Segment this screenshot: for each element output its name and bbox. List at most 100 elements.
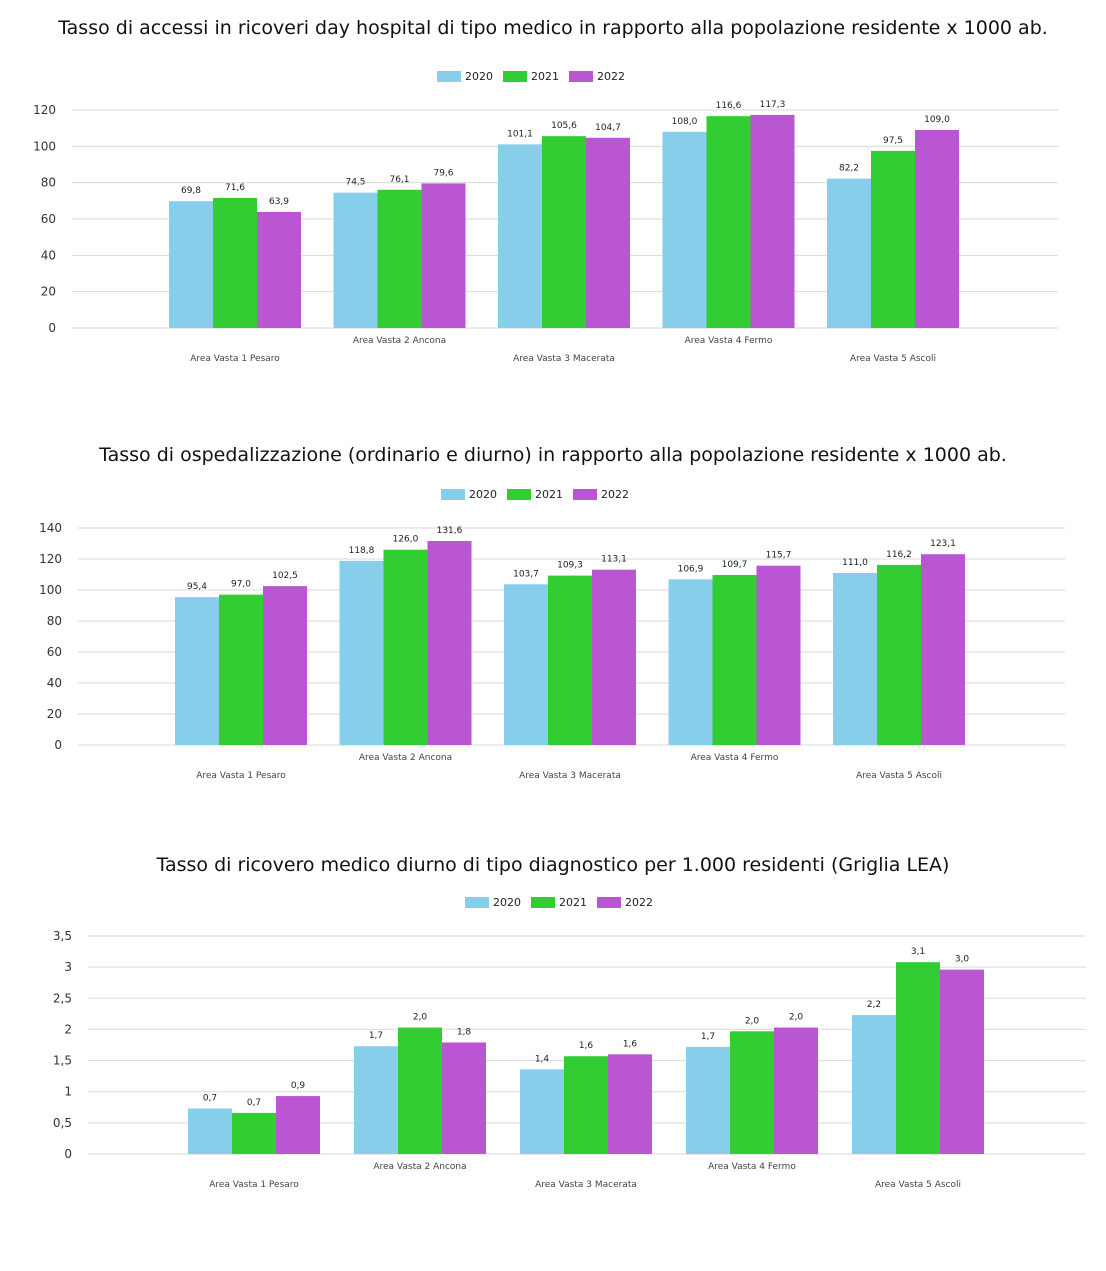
x-tick-label: Area Vasta 2 Ancona [359,753,452,763]
y-tick-label: 140 [39,521,62,535]
bar-2022 [756,565,801,745]
data-label: 103,7 [513,569,539,579]
y-tick-label: 80 [41,176,56,190]
bar-2022 [276,1096,320,1154]
data-label: 0,7 [247,1098,261,1108]
bar-2021 [548,575,592,745]
legend-label-2022: 2022 [625,896,653,909]
legend-label-2021: 2021 [559,896,587,909]
bar-2020 [333,192,378,328]
legend-swatch-2022 [597,897,621,908]
bar-2021 [213,197,257,328]
data-label: 1,8 [457,1028,472,1038]
bar-2022 [940,969,984,1154]
legend-swatch-2021 [503,71,527,82]
data-label: 1,4 [535,1054,550,1064]
legend-swatch-2022 [569,71,593,82]
bar-2021 [877,564,921,745]
bar-2020 [520,1069,564,1154]
x-tick-label: Area Vasta 4 Fermo [685,336,773,346]
x-tick-label: Area Vasta 1 Pesaro [209,1180,299,1190]
y-tick-label: 60 [41,212,56,226]
data-label: 2,2 [867,1000,881,1010]
bar-2022 [427,541,472,745]
bar-2020 [498,144,542,328]
bar-2021 [871,150,915,328]
legend-swatch-2022 [573,489,597,500]
data-label: 97,0 [231,580,251,590]
bar-2021 [383,549,428,745]
legend-label-2021: 2021 [535,488,563,501]
x-tick-label: Area Vasta 3 Macerata [513,354,615,364]
bar-2020 [169,201,213,328]
bar-2020 [504,584,548,745]
data-label: 0,7 [203,1094,217,1104]
y-tick-label: 0 [54,738,62,752]
bar-2021 [730,1031,774,1154]
y-tick-label: 3 [64,960,72,974]
legend-label-2021: 2021 [531,70,559,83]
x-tick-label: Area Vasta 1 Pesaro [190,354,280,364]
y-tick-label: 100 [39,583,62,597]
y-tick-label: 40 [47,676,62,690]
bar-2020 [662,131,707,328]
bar-2022 [774,1027,818,1154]
data-label: 104,7 [595,123,621,133]
bar-2020 [188,1108,232,1154]
x-tick-label: Area Vasta 5 Ascoli [875,1180,961,1190]
y-tick-label: 100 [33,139,56,153]
bar-2021 [896,962,940,1154]
bar-2022 [263,586,307,745]
data-label: 1,7 [701,1032,715,1042]
data-label: 116,6 [716,101,742,111]
bar-2020 [354,1046,398,1154]
data-label: 2,0 [789,1013,804,1023]
y-tick-label: 120 [33,103,56,117]
bar-2021 [398,1027,442,1154]
y-tick-label: 60 [47,645,62,659]
bar-2020 [833,572,877,745]
legend-label-2020: 2020 [465,70,493,83]
y-tick-label: 1,5 [53,1054,72,1068]
data-label: 71,6 [225,183,245,193]
legend-swatch-2021 [531,897,555,908]
data-label: 95,4 [187,582,207,592]
data-label: 102,5 [272,571,298,581]
data-label: 101,1 [507,129,533,139]
bar-2022 [586,137,630,328]
data-label: 74,5 [345,178,365,188]
data-label: 115,7 [766,551,792,561]
data-label: 109,0 [924,115,950,125]
y-tick-label: 2 [64,1022,72,1036]
chart-1-title: Tasso di accessi in ricoveri day hospita… [58,17,1048,39]
bar-2020 [339,560,384,745]
data-label: 116,2 [886,550,912,560]
bar-2021 [564,1056,608,1154]
y-tick-label: 40 [41,248,56,262]
data-label: 63,9 [269,197,289,207]
bar-2021 [232,1112,276,1154]
bar-2021 [712,574,757,745]
bar-2022 [421,183,466,328]
bar-2021 [542,136,586,328]
data-label: 79,6 [433,168,453,178]
x-tick-label: Area Vasta 5 Ascoli [856,771,942,781]
data-label: 2,0 [413,1013,428,1023]
x-tick-label: Area Vasta 3 Macerata [535,1180,637,1190]
bar-2022 [750,114,795,328]
bar-2022 [592,569,636,745]
y-tick-label: 20 [47,707,62,721]
data-label: 118,8 [349,546,375,556]
data-label: 105,6 [551,121,577,131]
chart-2-title: Tasso di ospedalizzazione (ordinario e d… [99,444,1007,466]
bar-2020 [668,579,713,745]
data-label: 126,0 [393,535,419,545]
data-label: 97,5 [883,136,903,146]
x-tick-label: Area Vasta 4 Fermo [691,753,779,763]
data-label: 0,9 [291,1081,306,1091]
data-label: 82,2 [839,164,859,174]
legend-label-2022: 2022 [601,488,629,501]
x-tick-label: Area Vasta 2 Ancona [353,336,446,346]
y-tick-label: 0 [48,321,56,335]
